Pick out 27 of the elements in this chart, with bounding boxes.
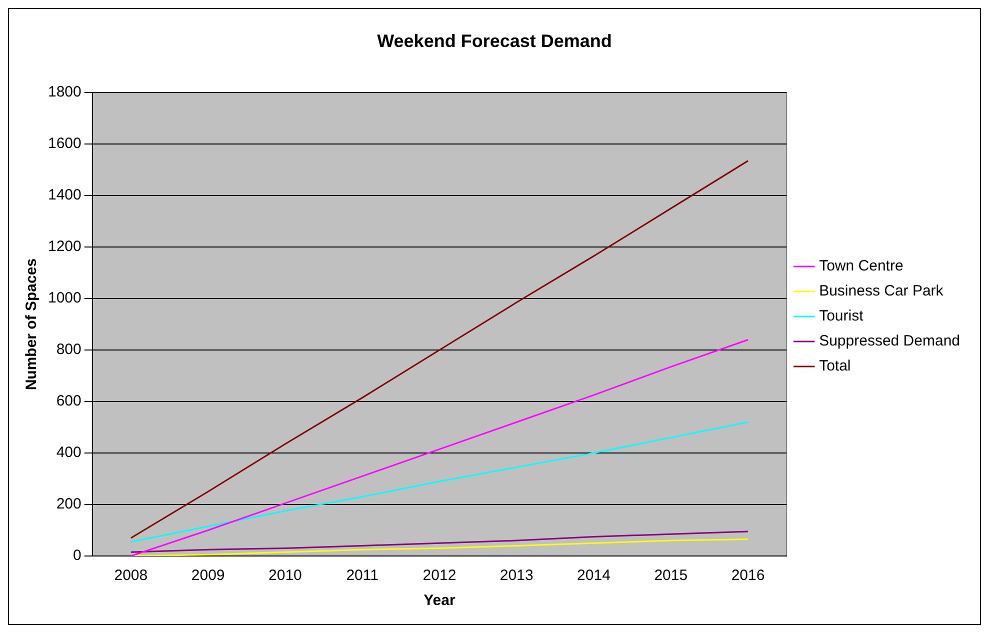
x-tick-label: 2014 [577, 567, 610, 584]
x-tick-label: 2013 [500, 567, 534, 584]
y-tick-label: 600 [56, 392, 82, 410]
y-tick-label: 800 [56, 341, 82, 358]
x-tick-label: 2009 [191, 567, 225, 584]
y-axis-title: Number of Spaces [23, 258, 40, 390]
legend-label: Business Car Park [819, 282, 944, 300]
x-tick-label: 2011 [346, 567, 378, 584]
y-tick-label: 1800 [48, 84, 82, 101]
y-tick-label: 0 [73, 547, 82, 564]
x-tick-label: 2012 [422, 567, 456, 584]
x-tick-label: 2015 [654, 567, 688, 584]
chart-title: Weekend Forecast Demand [377, 30, 612, 51]
y-tick-label: 1000 [48, 290, 82, 307]
x-tick-label: 2016 [731, 567, 765, 584]
x-tick-label: 2008 [114, 567, 148, 584]
x-axis-title: Year [424, 592, 456, 610]
y-tick-label: 1400 [48, 186, 82, 204]
legend-label: Town Centre [819, 258, 904, 275]
legend-label: Tourist [819, 308, 864, 325]
y-tick-label: 1200 [48, 238, 82, 256]
legend-label: Total [819, 358, 851, 375]
y-tick-label: 400 [56, 444, 82, 462]
x-tick-label: 2010 [268, 567, 302, 584]
legend-label: Suppressed Demand [819, 332, 960, 350]
y-tick-label: 200 [56, 496, 82, 513]
y-tick-label: 1600 [48, 135, 82, 152]
